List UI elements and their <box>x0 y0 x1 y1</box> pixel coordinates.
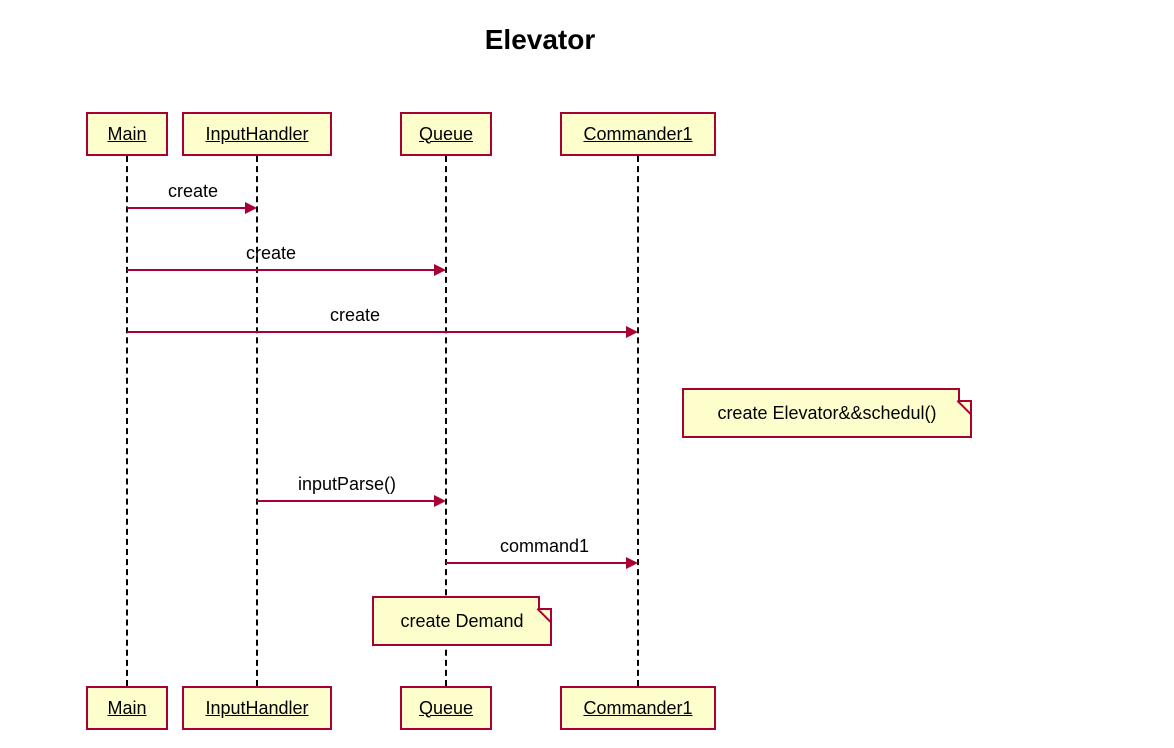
lifeline-commander1 <box>637 156 639 686</box>
note-fold-icon <box>958 388 972 402</box>
participant-queue-bottom: Queue <box>400 686 492 730</box>
participant-label: Main <box>107 698 146 719</box>
message-arrow <box>127 331 628 333</box>
message-label: inputParse() <box>298 474 396 495</box>
participant-inputhandler-bottom: InputHandler <box>182 686 332 730</box>
message-arrow <box>127 207 247 209</box>
message-label: create <box>330 305 380 326</box>
message-arrow <box>127 269 436 271</box>
note-fold-icon <box>538 596 552 610</box>
lifeline-inputhandler <box>256 156 258 686</box>
participant-main-top: Main <box>86 112 168 156</box>
diagram-title: Elevator <box>460 24 620 56</box>
arrowhead-icon <box>434 264 446 276</box>
note-text: create Elevator&&schedul() <box>717 403 936 424</box>
participant-main-bottom: Main <box>86 686 168 730</box>
participant-queue-top: Queue <box>400 112 492 156</box>
participant-label: Queue <box>419 124 473 145</box>
arrowhead-icon <box>245 202 257 214</box>
participant-label: Commander1 <box>583 124 692 145</box>
message-label: command1 <box>500 536 589 557</box>
note: create Demand <box>372 596 552 646</box>
participant-commander1-bottom: Commander1 <box>560 686 716 730</box>
note-text: create Demand <box>400 611 523 632</box>
arrowhead-icon <box>626 557 638 569</box>
lifeline-main <box>126 156 128 686</box>
message-arrow <box>446 562 628 564</box>
participant-label: InputHandler <box>205 124 308 145</box>
participant-commander1-top: Commander1 <box>560 112 716 156</box>
participant-label: Commander1 <box>583 698 692 719</box>
participant-label: Queue <box>419 698 473 719</box>
message-label: create <box>168 181 218 202</box>
arrowhead-icon <box>434 495 446 507</box>
message-arrow <box>257 500 436 502</box>
arrowhead-icon <box>626 326 638 338</box>
participant-inputhandler-top: InputHandler <box>182 112 332 156</box>
participant-label: InputHandler <box>205 698 308 719</box>
participant-label: Main <box>107 124 146 145</box>
message-label: create <box>246 243 296 264</box>
note: create Elevator&&schedul() <box>682 388 972 438</box>
